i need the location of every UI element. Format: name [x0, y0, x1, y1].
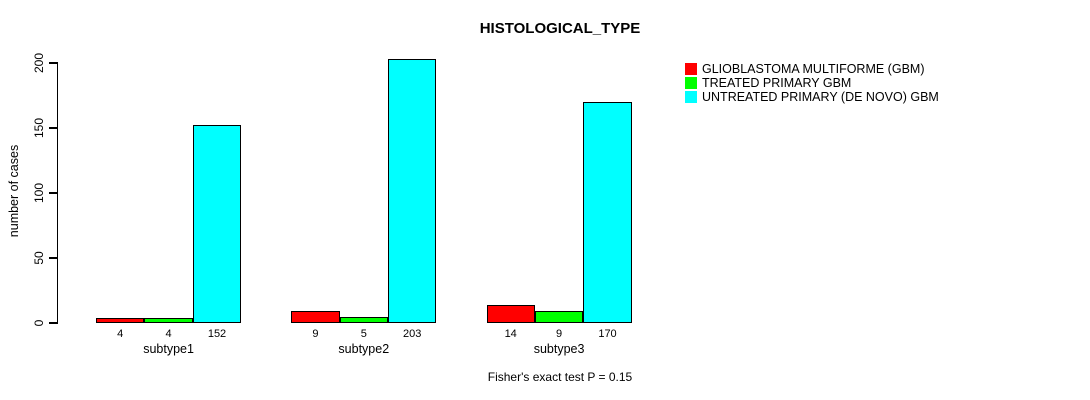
legend-label: TREATED PRIMARY GBM — [702, 76, 852, 90]
bar-value-label: 9 — [556, 328, 563, 340]
bar-subtype3-series1 — [486, 304, 535, 323]
legend: GLIOBLASTOMA MULTIFORME (GBM) TREATED PRI… — [685, 62, 939, 104]
bar-subtype2-series3 — [388, 59, 437, 323]
bar-subtype3-series3 — [583, 102, 632, 323]
y-tick-mark — [49, 192, 57, 194]
chart-title: HISTOLOGICAL_TYPE — [479, 20, 641, 37]
y-axis-title: number of cases — [7, 144, 21, 238]
bar-value-label: 4 — [117, 328, 124, 340]
y-tick-mark — [49, 127, 57, 129]
footer-annotation: Fisher's exact test P = 0.15 — [487, 370, 633, 384]
bar-subtype1-series3 — [192, 125, 242, 323]
bar-subtype2-series2 — [339, 316, 388, 323]
legend-swatch — [685, 63, 697, 75]
legend-swatch — [685, 91, 697, 103]
bar-value-label: 170 — [598, 328, 617, 340]
y-tick-mark — [49, 62, 57, 64]
y-axis-line — [56, 62, 58, 324]
bar-subtype2-series1 — [291, 311, 340, 323]
bar-value-label: 5 — [360, 328, 367, 340]
y-tick-mark — [49, 257, 57, 259]
legend-label: UNTREATED PRIMARY (DE NOVO) GBM — [702, 90, 939, 104]
legend-row: UNTREATED PRIMARY (DE NOVO) GBM — [685, 90, 939, 104]
y-tick-label: 50 — [32, 251, 46, 265]
legend-row: TREATED PRIMARY GBM — [685, 76, 939, 90]
category-label-subtype2: subtype2 — [338, 342, 390, 356]
category-label-subtype3: subtype3 — [533, 342, 585, 356]
legend-label: GLIOBLASTOMA MULTIFORME (GBM) — [702, 62, 925, 76]
y-tick-label: 200 — [32, 52, 46, 74]
bar-value-label: 9 — [312, 328, 319, 340]
bar-value-label: 152 — [207, 328, 227, 340]
legend-row: GLIOBLASTOMA MULTIFORME (GBM) — [685, 62, 939, 76]
y-tick-label: 0 — [32, 319, 46, 327]
y-tick-label: 100 — [32, 182, 46, 204]
bar-subtype3-series2 — [534, 311, 584, 323]
bar-subtype1-series2 — [144, 317, 193, 323]
y-tick-label: 150 — [32, 117, 46, 139]
y-tick-mark — [49, 322, 57, 324]
category-label-subtype1: subtype1 — [143, 342, 194, 356]
bar-value-label: 14 — [504, 328, 517, 340]
bar-subtype1-series1 — [96, 317, 145, 323]
bar-value-label: 4 — [165, 328, 172, 340]
legend-swatch — [685, 77, 697, 89]
bar-value-label: 203 — [403, 328, 422, 340]
